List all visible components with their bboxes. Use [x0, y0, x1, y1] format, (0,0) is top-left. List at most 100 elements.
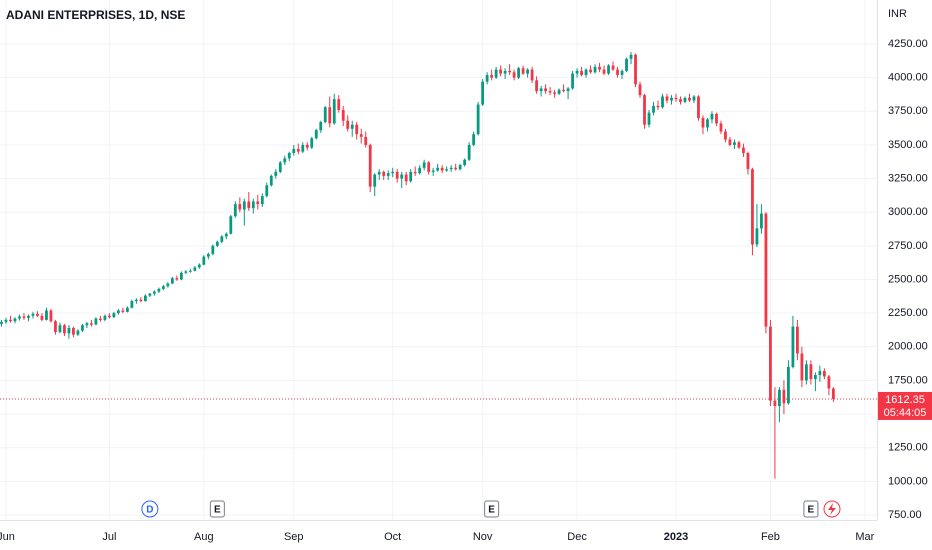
event-label[interactable]: E — [214, 505, 221, 516]
candle-body — [566, 88, 570, 92]
candle-body — [827, 376, 831, 389]
candle — [831, 387, 835, 402]
candle-body — [485, 74, 489, 82]
candle — [809, 360, 813, 385]
candle — [211, 244, 215, 256]
candle — [679, 96, 682, 105]
x-tick-label: Mar — [855, 531, 874, 543]
candle — [670, 95, 673, 105]
candle — [323, 105, 327, 124]
candle — [238, 197, 242, 213]
candle — [377, 169, 381, 180]
candle-body — [197, 264, 201, 268]
candle-body — [773, 400, 777, 406]
event-marker[interactable]: D — [141, 500, 159, 518]
candle — [67, 325, 71, 339]
event-label[interactable]: D — [146, 505, 153, 516]
candle — [611, 61, 615, 71]
candle-body — [148, 293, 152, 296]
candle-body — [0, 321, 3, 324]
candle — [485, 72, 489, 85]
candle — [490, 69, 494, 81]
candle — [346, 115, 350, 132]
candle-body — [481, 81, 485, 105]
candle — [701, 115, 705, 135]
candle — [436, 163, 440, 172]
candle — [296, 143, 300, 155]
candle — [247, 192, 251, 211]
candle — [822, 368, 826, 380]
candle-body — [665, 96, 669, 101]
candle — [368, 143, 372, 193]
event-marker[interactable]: E — [803, 500, 819, 518]
candle-body — [764, 213, 768, 327]
candle — [503, 68, 507, 79]
candle-body — [661, 96, 664, 108]
candle — [499, 65, 503, 77]
candle — [27, 314, 30, 322]
x-tick-label: Sep — [284, 531, 304, 543]
candle-body — [557, 89, 561, 94]
candle — [31, 311, 35, 319]
candle — [476, 101, 480, 136]
candle-body — [746, 153, 750, 170]
candle-body — [67, 327, 71, 334]
candle — [188, 268, 192, 273]
event-marker[interactable]: E — [209, 500, 225, 518]
candle — [553, 89, 556, 98]
candle-body — [292, 148, 296, 154]
candle — [431, 167, 435, 176]
candle-body — [63, 325, 66, 334]
candle — [224, 232, 228, 240]
x-tick-label: Jun — [0, 531, 15, 543]
candle-body — [4, 319, 8, 322]
event-badge[interactable] — [803, 500, 819, 518]
candle-body — [499, 69, 503, 74]
candle-body — [211, 245, 215, 254]
candle — [242, 198, 246, 226]
candle — [629, 52, 633, 65]
candle-body — [81, 325, 84, 331]
candle-body — [310, 138, 314, 148]
candle-body — [431, 170, 435, 172]
candle-body — [341, 109, 345, 121]
candle — [63, 323, 66, 337]
alert-icon[interactable] — [823, 500, 841, 518]
candle — [710, 111, 714, 124]
candle-body — [494, 69, 498, 78]
candle — [117, 309, 120, 315]
candle — [54, 319, 57, 335]
candle-body — [512, 72, 516, 78]
candle — [692, 95, 696, 104]
candle-body — [364, 136, 368, 145]
y-tick-label: 2000.00 — [888, 341, 928, 353]
candle — [328, 96, 332, 128]
y-tick-label: 2250.00 — [888, 307, 928, 319]
candle — [81, 323, 84, 332]
candle — [18, 314, 21, 321]
candle-body — [193, 267, 197, 271]
event-label[interactable]: E — [808, 505, 815, 516]
event-label[interactable]: E — [488, 505, 495, 516]
x-tick-label: Aug — [194, 531, 214, 543]
event-badge[interactable] — [209, 500, 225, 518]
candle — [287, 151, 291, 162]
candle — [206, 252, 210, 260]
candle — [310, 136, 314, 149]
currency-label: INR — [888, 8, 907, 20]
candle — [724, 128, 727, 143]
candle-body — [238, 204, 242, 210]
event-marker[interactable]: E — [484, 500, 500, 518]
candle-body — [719, 123, 723, 132]
candle-body — [269, 175, 273, 186]
candle — [647, 109, 651, 128]
event-badge[interactable] — [484, 500, 500, 518]
candle — [103, 314, 107, 322]
event-badge[interactable] — [141, 500, 159, 518]
candle — [49, 309, 53, 323]
candle-body — [188, 270, 192, 272]
candle — [598, 62, 601, 73]
candle-body — [94, 318, 98, 325]
